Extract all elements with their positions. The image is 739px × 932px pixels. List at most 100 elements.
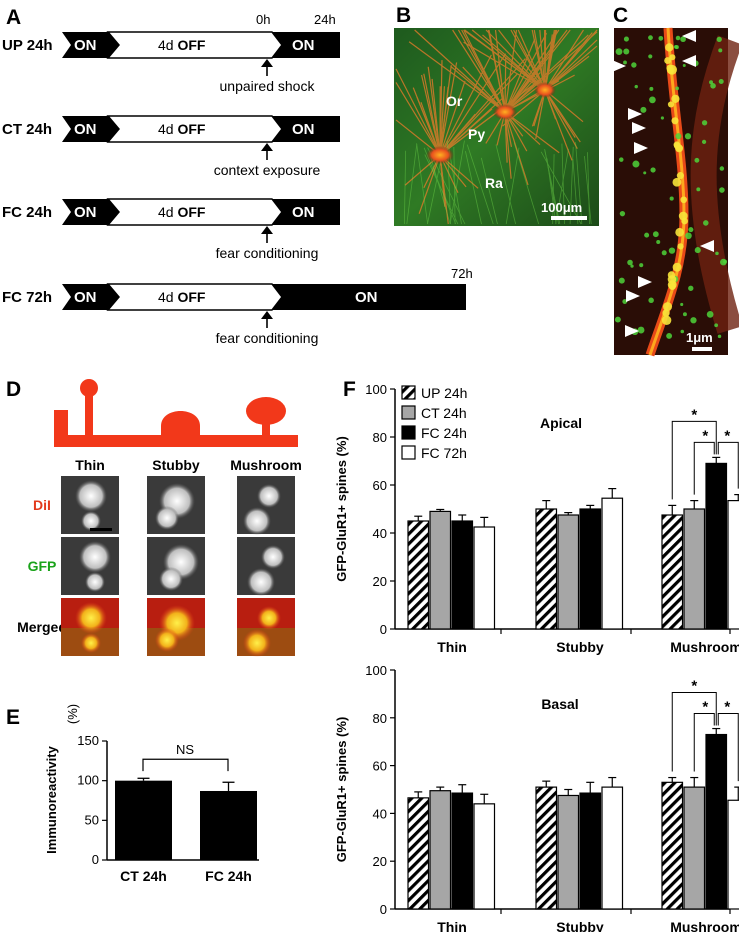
on-label: ON [355, 289, 378, 306]
sig-star: * [702, 427, 708, 444]
legend-label: FC 24h [421, 425, 467, 441]
x-category-label: Mushroom [670, 639, 739, 655]
timeline-row-label: FC 24h [2, 204, 52, 221]
arrowhead-icon [626, 290, 640, 302]
timeline-row-label: FC 72h [2, 289, 52, 306]
time-72h-label: 72h [451, 266, 473, 281]
sig-star: * [724, 427, 730, 444]
on-block-1 [62, 116, 119, 142]
micrograph-b: Or Py Ra 100μm [394, 28, 599, 226]
thin-spine-neck [85, 392, 93, 438]
spine-row-label: DiI [33, 497, 51, 513]
on-label: ON [74, 37, 97, 54]
off-label: 4d OFF [158, 37, 206, 53]
sig-star: * [691, 406, 697, 423]
bar [473, 803, 496, 910]
off-label: 4d OFF [158, 289, 206, 305]
legend-swatch [401, 445, 416, 460]
stubby-spine [161, 411, 200, 438]
arrowhead-icon [638, 276, 652, 288]
timeline-row: FC 72h ON 4d OFF ON fear conditioning [2, 283, 466, 346]
legend-label: CT 24h [421, 405, 467, 421]
bar [535, 508, 558, 630]
y-axis-label: Immunoreactivity [44, 745, 59, 853]
y-tick-label: 0 [380, 622, 387, 637]
ns-bracket [142, 758, 229, 772]
event-label: context exposure [214, 162, 321, 178]
bar [727, 500, 739, 630]
bar [451, 520, 474, 630]
scale-bar-d [90, 528, 112, 531]
bar [683, 508, 706, 630]
region-ra-label: Ra [485, 175, 503, 191]
sig-bracket [671, 692, 717, 772]
spine-photo [147, 598, 205, 656]
sig-star: * [724, 699, 730, 716]
bar [115, 780, 172, 860]
chart-apical: 0 20 40 60 80 100 GFP-GluR1+ spines (%) Apical T… [334, 382, 739, 655]
x-category-label: Stubby [556, 919, 604, 932]
arrowhead-icon [634, 142, 648, 154]
y-tick-label: 100 [365, 663, 387, 678]
y-tick-label: 50 [85, 812, 99, 827]
on-label: ON [292, 37, 315, 54]
legend-swatch [401, 425, 416, 440]
off-label: 4d OFF [158, 121, 206, 137]
arrowhead-icon [632, 122, 646, 134]
legend-label: FC 72h [421, 445, 467, 461]
chart-immunoreactivity: 0 50 100 150 Immunoreactivity (%) CT 24h FC 24h… [44, 704, 259, 884]
bar [407, 797, 430, 910]
sig-bracket [717, 713, 739, 782]
on-block-2 [272, 116, 340, 142]
on-block-2 [272, 32, 340, 58]
on-label: ON [74, 121, 97, 138]
panel-e-letter: E [6, 706, 20, 729]
on-label: ON [292, 121, 315, 138]
spine-image-grid: Thin Stubby Mushroom DiI GFP Merged [17, 457, 302, 657]
sig-bracket [671, 420, 717, 500]
y-tick-label: 60 [373, 759, 387, 774]
x-category-label: Mushroom [670, 919, 739, 932]
bar [200, 790, 257, 860]
x-category-label: Stubby [556, 639, 604, 655]
mushroom-spine-head [246, 397, 286, 425]
spine-column-label: Mushroom [230, 457, 302, 473]
chart-basal: 0 20 40 60 80 100 GFP-GluR1+ spines (%) Basal Th… [334, 663, 739, 932]
time-0h-label: 0h [256, 12, 270, 27]
bar [429, 790, 452, 910]
spine-column-label: Stubby [152, 457, 200, 473]
y-tick-label: 20 [373, 854, 387, 869]
on-block-2 [272, 284, 466, 310]
arrowhead-icon [700, 240, 714, 252]
bar [601, 786, 624, 910]
y-tick-label: 40 [373, 806, 387, 821]
bar [661, 781, 684, 910]
event-arrow-head [261, 143, 273, 151]
bar [535, 786, 558, 910]
y-axis-label: GFP-GluR1+ spines (%) [334, 436, 349, 582]
bar [705, 733, 728, 910]
spine-photo [147, 476, 205, 534]
event-label: fear conditioning [216, 245, 319, 261]
legend-swatch [401, 405, 416, 420]
y-tick-label: 0 [380, 902, 387, 917]
sig-star: * [691, 678, 697, 695]
timeline-row-label: UP 24h [2, 37, 53, 54]
region-py-label: Py [468, 126, 485, 142]
timeline-row: FC 24h ON 4d OFF ON fear conditioning [2, 198, 340, 261]
y-axis-label: GFP-GluR1+ spines (%) [334, 717, 349, 863]
y-tick-label: 40 [373, 526, 387, 541]
arrowhead-icon [628, 108, 642, 120]
y-axis-unit: (%) [65, 704, 80, 724]
on-label: ON [74, 289, 97, 306]
x-category-label: Thin [437, 919, 467, 932]
event-arrow-head [261, 59, 273, 67]
timeline-row-label: CT 24h [2, 121, 52, 138]
panel-b-letter: B [396, 4, 411, 27]
spine-photo [237, 537, 295, 596]
off-label: 4d OFF [158, 204, 206, 220]
bar [407, 520, 430, 630]
scale-bar-c [692, 347, 712, 351]
bar [429, 510, 452, 630]
